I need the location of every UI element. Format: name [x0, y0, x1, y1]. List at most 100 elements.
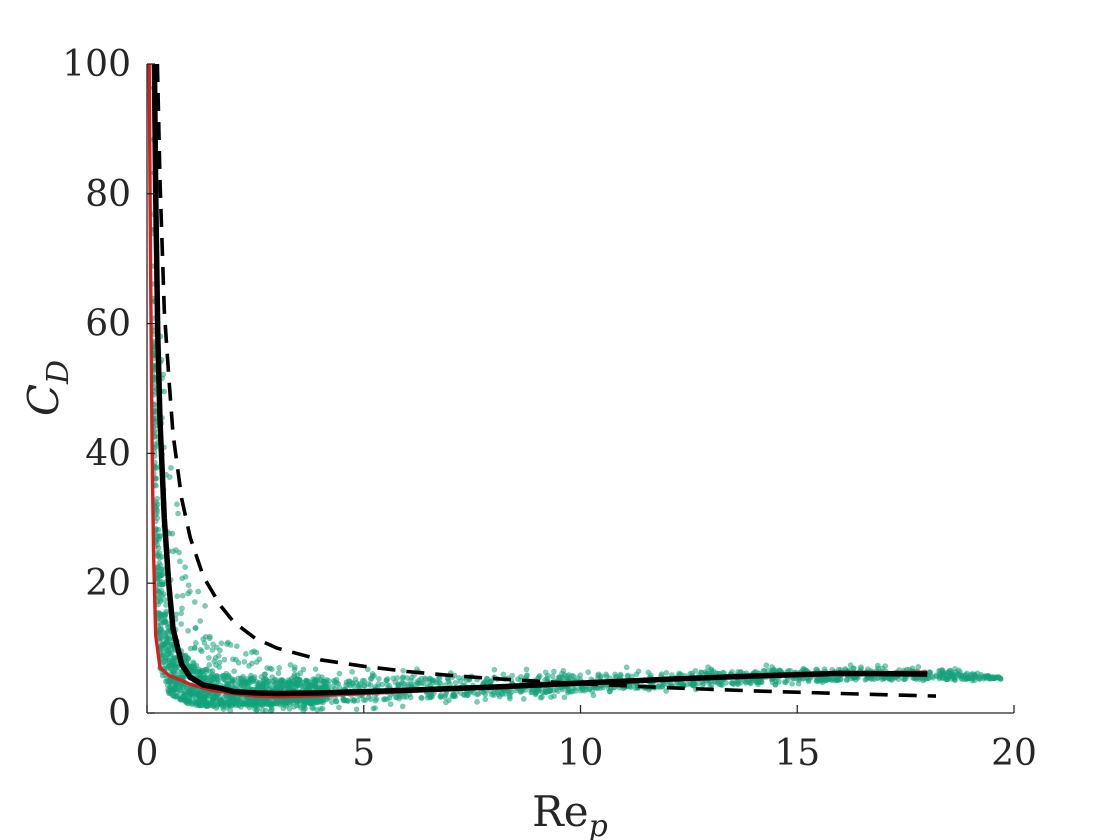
y-tick-label: 100: [62, 44, 131, 85]
scatter-point: [359, 677, 366, 684]
scatter-point: [874, 662, 881, 669]
scatter-point: [192, 640, 199, 646]
scatter-point: [251, 697, 258, 704]
scatter-point: [286, 705, 293, 712]
scatter-point: [943, 676, 949, 683]
scatter-point: [221, 693, 227, 700]
scatter-point: [364, 666, 371, 673]
scatter-point: [288, 698, 295, 704]
scatter-point: [197, 668, 204, 674]
scatter-point: [687, 680, 694, 687]
scatter-point: [166, 474, 173, 480]
scatter-point: [160, 619, 167, 626]
scatter-points: [150, 85, 1004, 714]
x-tick-label: 5: [352, 733, 375, 774]
scatter-point: [533, 690, 539, 696]
scatter-point: [277, 679, 284, 686]
scatter-point: [403, 675, 410, 681]
scatter-point: [343, 682, 350, 688]
scatter-point: [386, 683, 393, 689]
scatter-point: [186, 664, 193, 671]
scatter-point: [244, 699, 251, 705]
scatter-point: [209, 671, 216, 678]
scatter-point: [352, 676, 359, 683]
scatter-point: [487, 679, 493, 685]
series-lines: [147, 63, 937, 699]
scatter-point: [735, 669, 741, 675]
scatter-point: [229, 656, 236, 663]
scatter-point: [191, 644, 198, 651]
scatter-point: [309, 704, 316, 711]
scatter-point: [267, 665, 273, 672]
scatter-point: [241, 658, 248, 665]
scatter-point: [325, 681, 331, 688]
scatter-point: [603, 671, 609, 678]
ticks: 0 5 10 15 20 0 20 40 60 80 100: [62, 44, 1037, 774]
scatter-point: [909, 665, 916, 672]
scatter-point: [164, 651, 171, 658]
scatter-point: [300, 666, 307, 673]
scatter-point: [216, 647, 223, 654]
scatter-point: [159, 592, 165, 599]
scatter-point: [185, 582, 192, 589]
scatter-point: [387, 701, 394, 707]
scatter-point: [407, 677, 414, 684]
scatter-point: [257, 684, 264, 690]
scatter-point: [403, 693, 410, 700]
scatter-point: [206, 635, 213, 642]
scatter-point: [165, 656, 172, 663]
scatter-point: [225, 672, 232, 679]
y-axis-label: CD: [19, 360, 76, 416]
scatter-point: [397, 693, 404, 700]
scatter-point: [174, 593, 181, 600]
scatter-point: [161, 597, 168, 603]
scatter-point: [287, 661, 294, 668]
scatter-point: [536, 673, 543, 679]
scatter-point: [369, 673, 376, 679]
scatter-point: [163, 602, 169, 608]
scatter-point: [555, 688, 561, 695]
scatter-point: [523, 673, 530, 679]
scatter-point: [199, 698, 206, 705]
scatter-point: [279, 699, 286, 706]
scatter-point: [945, 669, 951, 675]
scatter-point: [729, 669, 735, 675]
scatter-point: [179, 575, 186, 582]
scatter-point: [240, 678, 247, 685]
y-tick-label: 0: [108, 693, 131, 734]
scatter-point: [157, 532, 163, 539]
scatter-point: [220, 704, 226, 710]
scatter-point: [209, 647, 216, 653]
scatter-point: [997, 675, 1004, 682]
scatter-point: [314, 707, 321, 713]
scatter-point: [450, 692, 457, 698]
scatter-point: [336, 670, 343, 677]
scatter-point: [415, 680, 422, 687]
scatter-point: [349, 668, 356, 675]
scatter-point: [223, 641, 230, 647]
scatter-point: [520, 696, 527, 702]
scatter-point: [179, 592, 186, 599]
scatter-point: [235, 697, 241, 704]
scatter-point: [445, 697, 452, 704]
scatter-point: [178, 610, 185, 617]
scatter-point: [165, 628, 171, 635]
scatter-point: [276, 665, 283, 671]
scatter-point: [425, 692, 432, 699]
scatter-point: [354, 697, 361, 704]
scatter-point: [491, 666, 498, 673]
scatter-point: [197, 646, 204, 653]
scatter-point: [349, 681, 356, 687]
scatter-point: [926, 669, 933, 675]
x-axis-label: Rep: [532, 787, 608, 840]
scatter-point: [633, 671, 640, 678]
scatter-point: [776, 667, 783, 674]
scatter-point: [585, 669, 592, 676]
scatter-point: [173, 501, 180, 508]
scatter-point: [229, 677, 236, 684]
scatter-point: [159, 572, 165, 578]
scatter-point: [648, 672, 654, 679]
scatter-point: [455, 674, 462, 681]
scatter-point: [210, 699, 217, 706]
